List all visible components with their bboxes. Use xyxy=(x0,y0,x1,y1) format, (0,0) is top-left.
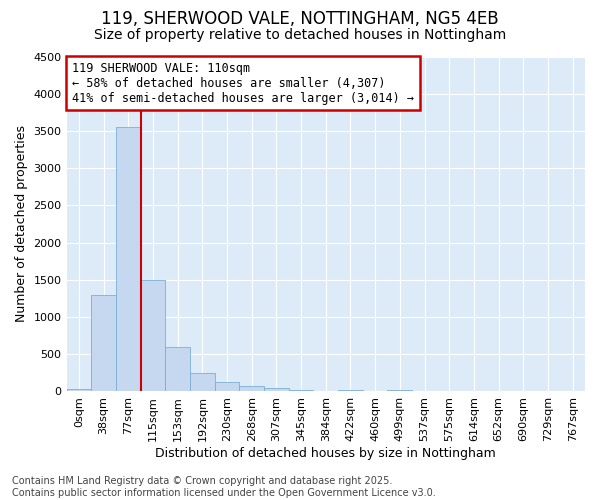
Bar xyxy=(388,390,412,392)
Bar xyxy=(338,390,363,392)
Text: 119, SHERWOOD VALE, NOTTINGHAM, NG5 4EB: 119, SHERWOOD VALE, NOTTINGHAM, NG5 4EB xyxy=(101,10,499,28)
Bar xyxy=(239,386,264,392)
Bar xyxy=(165,347,190,392)
Bar xyxy=(264,388,289,392)
Bar xyxy=(289,390,313,392)
Bar xyxy=(91,294,116,392)
Y-axis label: Number of detached properties: Number of detached properties xyxy=(15,126,28,322)
X-axis label: Distribution of detached houses by size in Nottingham: Distribution of detached houses by size … xyxy=(155,447,496,460)
Bar xyxy=(140,280,165,392)
Bar xyxy=(190,373,215,392)
Bar xyxy=(67,389,91,392)
Text: Size of property relative to detached houses in Nottingham: Size of property relative to detached ho… xyxy=(94,28,506,42)
Text: Contains HM Land Registry data © Crown copyright and database right 2025.
Contai: Contains HM Land Registry data © Crown c… xyxy=(12,476,436,498)
Bar xyxy=(215,382,239,392)
Text: 119 SHERWOOD VALE: 110sqm
← 58% of detached houses are smaller (4,307)
41% of se: 119 SHERWOOD VALE: 110sqm ← 58% of detac… xyxy=(72,62,414,104)
Bar xyxy=(116,127,140,392)
